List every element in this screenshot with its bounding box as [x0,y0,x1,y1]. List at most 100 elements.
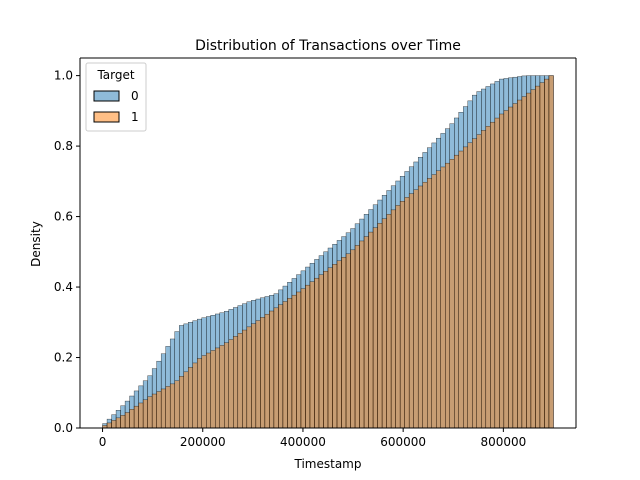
bar-series-1 [120,415,126,429]
bar-series-1 [377,222,383,429]
bar-series-1 [372,227,378,429]
bar-series-1 [138,402,144,429]
bar-series-1 [111,420,117,429]
legend-title: Target [96,68,134,82]
bar-series-1 [201,355,207,429]
y-tick-label: 0.2 [54,351,73,365]
bar-series-1 [508,106,514,429]
bar-series-1 [215,347,220,429]
bar-series-1 [476,134,482,429]
bar-series-1 [490,121,496,429]
legend: Target 0 1 [85,62,147,132]
bar-series-1 [512,103,518,429]
y-tick-label: 0.0 [54,421,73,435]
bar-series-1 [296,291,302,429]
bar-series-1 [106,422,112,429]
bar-series-1 [246,326,252,429]
y-tick-label: 0.6 [54,210,73,224]
bar-series-1 [413,189,419,429]
bar-series-1 [291,294,297,429]
bar-series-1 [449,159,455,429]
y-axis-label: Density [29,221,43,267]
bar-series-1 [327,267,333,429]
bar-series-1 [188,367,193,429]
bar-series-1 [219,345,225,429]
legend-swatch-0 [93,90,120,102]
bar-series-1 [174,380,180,429]
bar-series-1 [472,138,478,429]
bar-series-1 [431,174,437,429]
bar-series-1 [228,339,234,429]
bar-series-1 [151,393,157,429]
bar-series-1 [192,362,198,429]
bar-series-1 [386,214,392,429]
bar-series-1 [300,288,306,429]
bar-series-1 [323,270,329,429]
bar-series-1 [206,352,211,429]
legend-label-1: 1 [131,110,139,124]
bar-series-1 [445,162,450,429]
bar-series-1 [363,236,369,429]
bar-series-1 [278,304,284,429]
bar-series-1 [260,317,266,429]
bar-series-1 [129,409,135,429]
bar-series-1 [539,82,545,429]
bar-series-1 [197,358,202,429]
bar-series-1 [169,383,175,429]
bar-series-1 [124,412,130,429]
axes-group: 0 200000 400000 600000 800000 0.0 0.2 0.4 0.6 0.8… [54,57,577,449]
bar-series-1 [336,260,342,429]
bar-series-1 [467,142,473,429]
bar-series-1 [332,264,338,429]
bar-series-1 [255,320,261,429]
bar-series-1 [454,154,459,429]
bar-series-1 [314,277,320,429]
chart-title: Distribution of Transactions over Time [195,38,461,54]
bar-series-1 [368,231,374,429]
bar-series-1 [499,113,505,429]
bar-series-1 [237,333,243,429]
bar-series-1 [224,342,229,429]
bar-series-1 [165,386,171,429]
bar-series-1 [436,170,441,429]
bar-series-1 [521,96,527,429]
bar-series-1 [350,249,356,429]
bar-series-1 [242,329,248,429]
bar-series-1 [354,245,360,429]
bar-series-1 [535,85,541,429]
bar-series-1 [264,313,270,429]
bar-series-1 [494,117,500,429]
bar-series-1 [142,399,148,429]
bar-series-1 [233,336,239,429]
x-tick-label: 800000 [480,435,526,449]
bar-series-1 [381,218,387,429]
bar-series-1 [269,310,275,429]
legend-swatch-1 [93,111,120,123]
bar-series-1 [440,166,446,429]
bar-series-1 [548,75,554,429]
bar-series-1 [273,307,279,429]
bar-series-1 [147,396,153,429]
y-tick-label: 0.4 [54,280,73,294]
bar-series-1 [287,298,293,429]
y-tick-label: 1.0 [54,69,73,83]
bar-series-1 [530,89,536,429]
x-axis-label: Timestamp [294,457,362,471]
bar-series-1 [395,205,401,429]
bar-series-1 [359,240,365,429]
legend-label-0: 0 [131,89,139,103]
bar-series-1 [210,350,216,429]
bar-series-1 [485,126,491,429]
bar-series-1 [133,405,139,429]
bar-series-1 [156,391,162,429]
bar-series-1 [183,371,189,429]
bar-series-1 [115,417,121,429]
bar-series-1 [309,281,315,429]
bar-series-1 [427,178,432,429]
bar-series-1 [463,146,468,429]
bar-series-1 [318,274,324,429]
bar-series-1 [526,92,532,429]
bar-series-1 [341,257,347,429]
x-tick-label: 600000 [380,435,426,449]
